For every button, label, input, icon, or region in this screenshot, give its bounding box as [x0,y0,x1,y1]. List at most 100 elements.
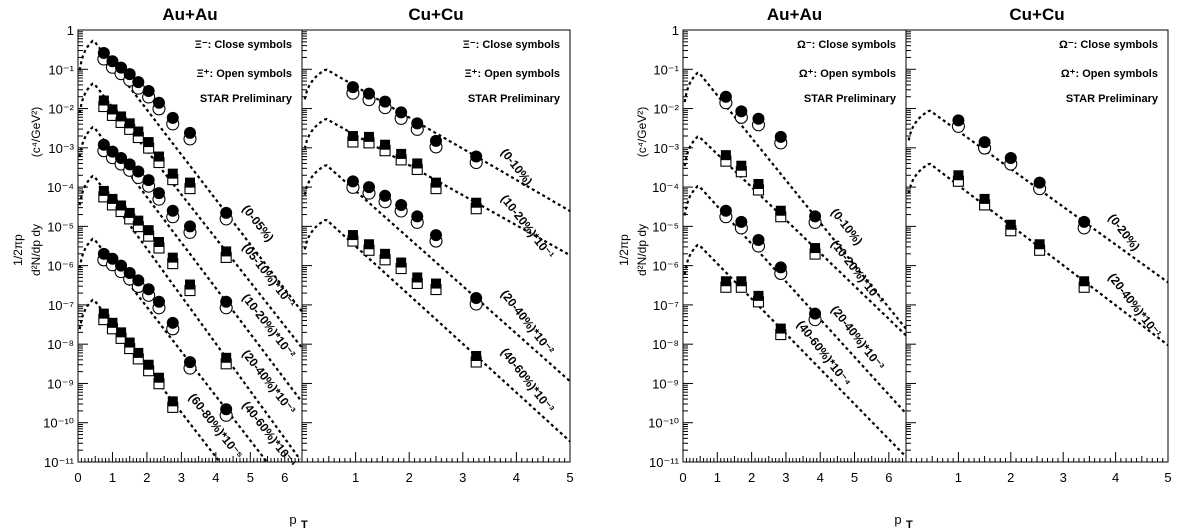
series-label: (60-80%)*10⁻⁵ [186,391,246,462]
x-tick-label: 4 [212,470,219,485]
point-closed [396,148,407,159]
fit-curve [303,164,571,383]
point-closed [133,347,144,358]
legend-open: Ω⁺: Open symbols [1061,68,1158,80]
legend-preliminary: STAR Preliminary [804,93,897,105]
series-label: (10-20%)*10⁻¹ [828,237,887,307]
y-axis-factor: 1/2πp [617,234,631,266]
point-closed [379,189,392,202]
point-closed [430,229,442,242]
point-closed [185,177,195,188]
point-closed [752,112,765,125]
point-closed [775,205,786,216]
x-tick-label: 5 [1164,470,1171,485]
point-closed [167,168,178,179]
point-closed [143,137,154,148]
y-tick-label: 10⁻⁹ [652,376,679,391]
x-tick-label: 4 [1112,470,1119,485]
point-closed [736,160,747,171]
fit-curve [78,39,303,313]
point-closed [395,198,408,211]
point-closed [220,295,233,308]
point-closed [379,95,392,108]
x-tick-label: 1 [352,470,359,485]
x-tick-label: 5 [247,470,254,485]
point-closed [395,106,408,119]
point-closed [1004,152,1017,165]
x-tick-label: 0 [74,470,81,485]
point-closed [411,210,424,223]
legend-preliminary: STAR Preliminary [468,93,561,105]
point-closed [470,291,483,304]
point-closed [167,396,178,407]
point-closed [185,279,195,290]
panel-frames [77,29,1169,463]
x-tick-label: 1 [714,470,721,485]
point-closed [1034,239,1045,250]
legend-preliminary: STAR Preliminary [1066,93,1159,105]
series-label: (40-60%)*10⁻³ [498,345,557,415]
x-tick-label: 2 [406,470,413,485]
point-closed [1005,219,1016,230]
point-closed [775,323,786,334]
point-closed [412,272,423,283]
y-tick-label: 10⁻⁹ [47,376,74,391]
point-closed [430,134,442,147]
series-label: (0-20%) [1105,211,1142,253]
y-tick-label: 10⁻¹ [48,62,74,77]
point-closed [115,152,128,165]
point-closed [774,130,787,143]
fit-curve [303,117,571,257]
y-axis-derivative: d²N/dp dy [29,224,43,276]
y-tick-label: 10⁻⁸ [47,337,74,352]
y-tick-label: 1 [672,23,679,38]
point-closed [347,230,358,241]
point-closed [143,359,154,370]
point-closed [952,114,965,127]
x-tick-label: 4 [513,470,520,485]
x-tick-label: 2 [143,470,150,485]
point-closed [98,95,109,106]
point-closed [720,276,731,287]
point-closed [752,233,765,246]
point-closed [809,307,822,320]
point-closed [97,46,110,59]
point-closed [412,158,423,169]
point-closed [346,81,359,94]
x-axis-label: p [289,512,296,527]
point-closed [220,403,233,416]
point-closed [124,118,135,129]
point-closed [115,259,128,272]
legend-closed: Ξ⁻: Close symbols [463,39,560,51]
point-closed [107,193,118,204]
x-tick-label: 6 [885,470,892,485]
fit-curve [78,237,268,463]
panel-title: Cu+Cu [408,5,463,24]
x-tick-label: 1 [955,470,962,485]
point-closed [166,204,179,217]
point-closed [736,276,747,287]
x-tick-label: 5 [851,470,858,485]
y-tick-label: 10⁻⁴ [652,180,679,195]
x-tick-label: 2 [748,470,755,485]
point-closed [115,61,128,74]
point-closed [364,239,374,250]
point-closed [431,278,441,289]
point-closed [123,266,136,279]
point-closed [133,215,144,226]
y-axis-unit: (c⁴/GeV²) [635,107,649,158]
point-closed [116,200,127,211]
point-closed [132,76,145,89]
point-closed [142,84,155,97]
x-tick-label: 1 [109,470,116,485]
point-closed [107,104,118,115]
point-closed [1079,276,1090,287]
x-tick-label: 0 [679,470,686,485]
x-tick-label: 4 [817,470,824,485]
y-tick-label: 10⁻² [48,102,74,117]
fit-curve [78,82,303,349]
point-closed [380,248,391,259]
point-closed [979,193,990,204]
point-closed [152,96,165,109]
